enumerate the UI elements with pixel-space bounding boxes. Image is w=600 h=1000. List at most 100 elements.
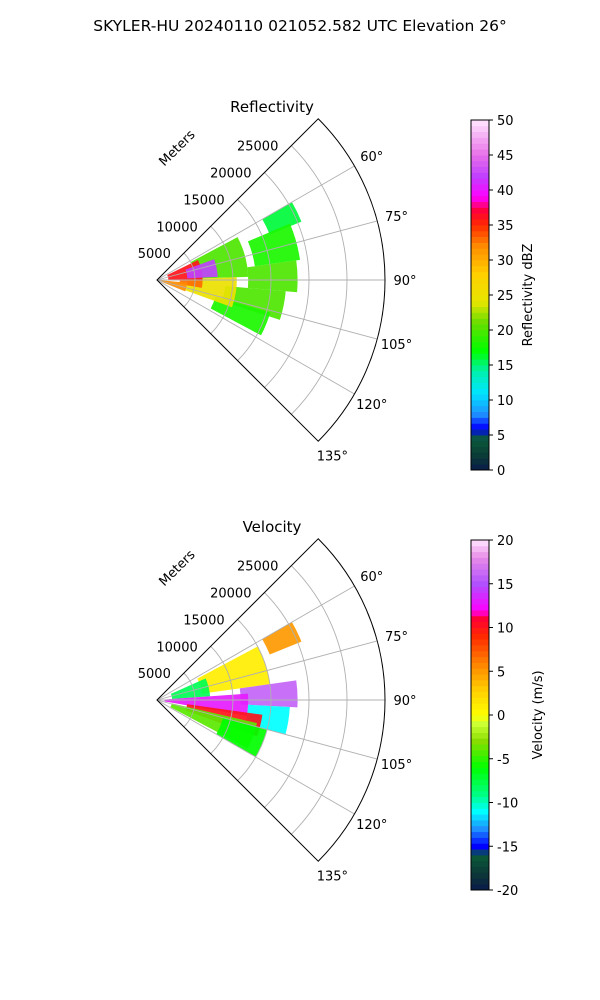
colorbar-segment xyxy=(471,149,489,156)
echo-region xyxy=(245,704,290,735)
colorbar-segment xyxy=(471,825,489,833)
reflectivity-colorbar-label: Reflectivity dBZ xyxy=(521,244,536,347)
azimuth-tick-label: 135° xyxy=(317,449,348,464)
echo-region xyxy=(185,259,218,279)
colorbar-segment xyxy=(471,341,489,348)
colorbar-segment xyxy=(471,674,489,681)
colorbar-segment xyxy=(471,265,489,273)
colorbar-segment xyxy=(471,610,489,617)
colorbar-segment xyxy=(471,878,489,885)
colorbar-segment xyxy=(471,458,489,465)
colorbar-segment xyxy=(471,131,489,138)
azimuth-grid-line xyxy=(156,279,378,340)
colorbar-segment xyxy=(471,785,489,792)
colorbar-segment xyxy=(471,242,489,249)
colorbar-segment xyxy=(471,604,489,611)
sector-frame xyxy=(156,118,386,442)
colorbar-segment xyxy=(471,668,489,675)
azimuth-grid-line xyxy=(156,640,378,701)
colorbar-segment xyxy=(471,656,489,663)
colorbar-segment xyxy=(471,312,489,319)
azimuth-grid-line xyxy=(156,585,355,701)
colorbar-tick-label: -15 xyxy=(497,840,518,855)
colorbar-segment xyxy=(471,207,489,214)
colorbar-segment xyxy=(471,318,489,325)
colorbar-segment xyxy=(471,446,489,453)
colorbar-tick-label: -20 xyxy=(497,884,518,899)
colorbar-segment xyxy=(471,569,489,576)
colorbar-segment xyxy=(471,184,489,191)
colorbar-segment xyxy=(471,627,489,634)
colorbar-tick-label: 45 xyxy=(497,149,514,164)
colorbar-segment xyxy=(471,866,489,873)
echo-region xyxy=(216,717,268,757)
colorbar-segment xyxy=(471,802,489,809)
colorbar-segment xyxy=(471,551,489,558)
colorbar-segment xyxy=(471,435,489,442)
colorbar-segment xyxy=(471,773,489,780)
velocity-panel: Velocity Meters 5000 10000 15000 20000 25000… xyxy=(138,518,546,899)
colorbar-segment xyxy=(471,726,489,733)
velocity-grid xyxy=(156,538,386,862)
colorbar-segment xyxy=(471,633,489,640)
colorbar-segment xyxy=(471,160,489,168)
velocity-echo-layer xyxy=(164,622,302,757)
colorbar-segment xyxy=(471,732,489,739)
colorbar-segment xyxy=(471,143,489,150)
colorbar-segment xyxy=(471,359,489,366)
colorbar-segment xyxy=(471,195,489,203)
colorbar-segment xyxy=(471,306,489,313)
colorbar-segment xyxy=(471,761,489,768)
radial-tick-label: 20000 xyxy=(210,167,251,182)
colorbar-segment xyxy=(471,779,489,786)
echo-region xyxy=(247,260,298,293)
echo-region xyxy=(247,223,300,267)
colorbar-tick-label: 0 xyxy=(497,464,505,479)
reflectivity-grid xyxy=(156,118,386,442)
colorbar-segment xyxy=(471,376,489,383)
radial-tick-label: 15000 xyxy=(183,613,224,628)
colorbar-segment xyxy=(471,586,489,593)
colorbar-segment xyxy=(471,120,489,127)
colorbar-segment xyxy=(471,248,489,255)
reflectivity-colorbar: 0 5 10 15 20 25 30 35 40 45 50 xyxy=(470,114,514,479)
azimuth-tick-label: 90° xyxy=(393,274,416,289)
colorbar-tick-label: 50 xyxy=(497,114,514,129)
colorbar-segment xyxy=(471,330,489,337)
colorbar-segment xyxy=(471,260,489,267)
colorbar-segment xyxy=(471,545,489,553)
radial-tick-label: 10000 xyxy=(156,220,197,235)
figure-suptitle: SKYLER-HU 20240110 021052.582 UTC Elevat… xyxy=(93,17,507,35)
colorbar-segment xyxy=(471,155,489,162)
colorbar-segment xyxy=(471,831,489,838)
colorbar-segment xyxy=(471,417,489,424)
colorbar-segment xyxy=(471,172,489,179)
colorbar-segment xyxy=(471,254,489,261)
colorbar-segment xyxy=(471,452,489,459)
colorbar-segment xyxy=(471,849,489,856)
azimuth-tick-label: 60° xyxy=(360,570,383,585)
colorbar-segment xyxy=(471,429,489,436)
colorbar-segment xyxy=(471,790,489,798)
echo-region xyxy=(197,646,270,694)
azimuth-tick-label: 120° xyxy=(356,818,387,833)
colorbar-segment xyxy=(471,744,489,751)
colorbar-tick-label: 35 xyxy=(497,219,514,234)
colorbar-segment xyxy=(471,691,489,698)
colorbar-segment xyxy=(471,464,489,471)
echo-region xyxy=(179,280,203,288)
colorbar-segment xyxy=(471,347,489,354)
colorbar-segment xyxy=(471,767,489,774)
azimuth-grid-line xyxy=(156,165,355,281)
colorbar-segment xyxy=(471,860,489,868)
colorbar-segment xyxy=(471,405,489,413)
colorbar-segment xyxy=(471,808,489,815)
radial-tick-label: 15000 xyxy=(183,193,224,208)
colorbar-segment xyxy=(471,271,489,278)
colorbar-segment xyxy=(471,236,489,243)
radial-tick-label: 25000 xyxy=(237,560,278,575)
reflectivity-radial-axis-label: Meters xyxy=(157,127,199,169)
colorbar-segment xyxy=(471,598,489,605)
colorbar-segment xyxy=(471,645,489,652)
colorbar-tick-label: 30 xyxy=(497,254,514,269)
